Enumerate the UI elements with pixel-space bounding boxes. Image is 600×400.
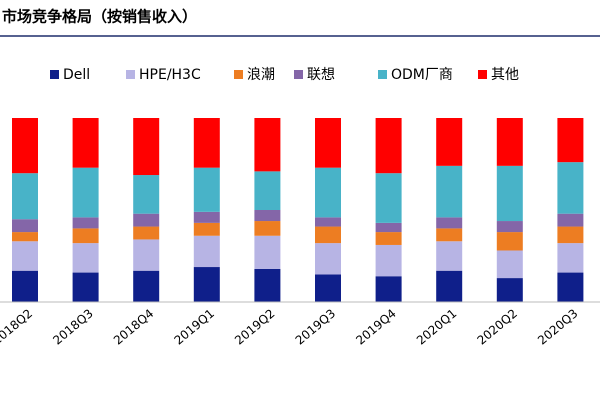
- legend-label: HPE/H3C: [139, 67, 201, 83]
- bar-segment: [436, 118, 463, 166]
- chart-title: 市场竞争格局（按销售收入）: [2, 8, 197, 26]
- bar-segment: [436, 217, 463, 229]
- bar-segment: [254, 171, 281, 210]
- bar-segment: [254, 268, 281, 302]
- x-tick-label: 2018Q4: [111, 306, 156, 347]
- bar-segment: [436, 228, 463, 242]
- legend-swatch: [378, 70, 387, 79]
- legend-swatch: [478, 70, 487, 79]
- x-tick-label: 2019Q4: [353, 306, 398, 347]
- bar-segment: [12, 118, 38, 174]
- bar-segment: [496, 250, 523, 279]
- bar-segment: [12, 173, 38, 220]
- bar-segment: [133, 118, 160, 176]
- bar-segment: [254, 118, 281, 172]
- bar-segment: [375, 232, 402, 245]
- bar-segment: [436, 165, 463, 218]
- bar-segment: [133, 175, 160, 214]
- bar-segment: [557, 162, 584, 214]
- bar-segment: [375, 244, 402, 277]
- legend-swatch: [234, 70, 243, 79]
- x-tick-label: 2019Q1: [171, 306, 216, 347]
- bar-segment: [496, 118, 523, 166]
- bar-segment: [496, 165, 523, 222]
- bar-segment: [133, 270, 160, 302]
- bar-segment: [12, 232, 38, 242]
- bar-segment: [12, 241, 38, 271]
- bar-segment: [193, 118, 220, 168]
- x-tick-label: 2018Q2: [0, 306, 35, 347]
- legend-swatch: [126, 70, 135, 79]
- bar-segment: [193, 235, 220, 268]
- bar-segment: [12, 270, 38, 302]
- bar-segment: [557, 272, 584, 302]
- bar-segment: [72, 217, 99, 229]
- bar-segment: [193, 167, 220, 212]
- x-tick-label: 2020Q3: [535, 306, 580, 347]
- bar-segment: [315, 118, 341, 168]
- bar-segment: [72, 272, 99, 302]
- bar-segment: [557, 213, 584, 227]
- bar-segment: [375, 173, 402, 223]
- x-tick-label: 2019Q2: [232, 306, 277, 347]
- bar-segment: [315, 217, 341, 227]
- bar-segment: [133, 239, 160, 271]
- bar-segment: [193, 222, 220, 236]
- bar-segment: [557, 243, 584, 273]
- legend-label: ODM厂商: [391, 67, 453, 83]
- bar-segment: [133, 226, 160, 240]
- bar-segment: [315, 226, 341, 244]
- bar-segment: [496, 221, 523, 233]
- x-tick-label: 2020Q1: [414, 306, 459, 347]
- bar-segment: [254, 235, 281, 269]
- bar-segment: [315, 167, 341, 218]
- bar-segment: [254, 210, 281, 222]
- bar-segment: [315, 243, 341, 275]
- legend-swatch: [50, 70, 59, 79]
- bar-segment: [193, 267, 220, 302]
- bar-segment: [375, 118, 402, 174]
- legend-label: 联想: [307, 67, 335, 83]
- legend-swatch: [294, 70, 303, 79]
- bar-segment: [254, 221, 281, 236]
- bar-segment: [12, 219, 38, 233]
- bar-segment: [496, 278, 523, 302]
- bar-segment: [436, 241, 463, 271]
- legend-label: 浪潮: [247, 67, 275, 83]
- bar-segment: [133, 213, 160, 227]
- bar-segment: [72, 118, 99, 168]
- bar-segment: [375, 276, 402, 302]
- bar-segment: [72, 228, 99, 244]
- bar-segment: [72, 167, 99, 218]
- bar-segment: [557, 226, 584, 244]
- x-tick-label: 2018Q3: [50, 306, 95, 347]
- x-tick-label: 2020Q2: [474, 306, 519, 347]
- bar-segment: [436, 270, 463, 302]
- legend-label: 其他: [491, 67, 519, 83]
- x-tick-label: 2019Q3: [293, 306, 338, 347]
- bar-segment: [375, 222, 402, 233]
- bar-segment: [557, 118, 584, 163]
- bar-segment: [72, 243, 99, 273]
- legend-label: Dell: [63, 67, 90, 83]
- bar-segment: [315, 274, 341, 302]
- bar-segment: [496, 232, 523, 251]
- bar-segment: [193, 211, 220, 223]
